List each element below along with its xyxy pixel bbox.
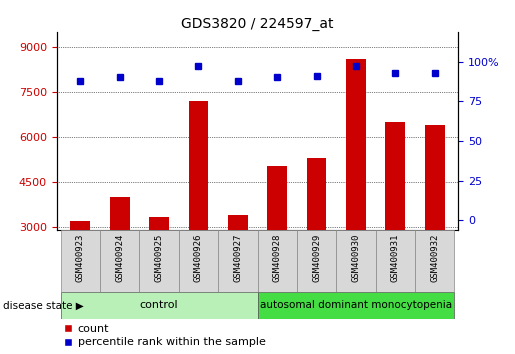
Bar bbox=[61, 292, 258, 319]
Bar bbox=[375, 230, 415, 292]
Bar bbox=[267, 166, 287, 230]
Text: GSM400932: GSM400932 bbox=[430, 233, 439, 281]
Bar bbox=[297, 230, 336, 292]
Text: GSM400925: GSM400925 bbox=[154, 233, 164, 281]
Bar bbox=[110, 197, 129, 230]
Bar bbox=[258, 230, 297, 292]
Title: GDS3820 / 224597_at: GDS3820 / 224597_at bbox=[181, 17, 334, 31]
Text: autosomal dominant monocytopenia: autosomal dominant monocytopenia bbox=[260, 300, 452, 310]
Bar bbox=[307, 158, 327, 230]
Bar bbox=[386, 122, 405, 230]
Text: GSM400931: GSM400931 bbox=[391, 233, 400, 281]
Bar bbox=[346, 59, 366, 230]
Bar bbox=[415, 230, 454, 292]
Bar bbox=[179, 230, 218, 292]
Bar bbox=[336, 230, 375, 292]
Bar bbox=[228, 215, 248, 230]
Bar bbox=[188, 101, 208, 230]
Bar bbox=[100, 230, 140, 292]
Text: GSM400927: GSM400927 bbox=[233, 233, 243, 281]
Text: GSM400924: GSM400924 bbox=[115, 233, 124, 281]
Bar bbox=[61, 230, 100, 292]
Text: GSM400929: GSM400929 bbox=[312, 233, 321, 281]
Text: GSM400926: GSM400926 bbox=[194, 233, 203, 281]
Bar bbox=[258, 292, 454, 319]
Bar bbox=[218, 230, 258, 292]
Bar bbox=[140, 230, 179, 292]
Text: control: control bbox=[140, 300, 178, 310]
Text: GSM400928: GSM400928 bbox=[272, 233, 282, 281]
Bar bbox=[71, 221, 90, 230]
Text: disease state ▶: disease state ▶ bbox=[3, 300, 83, 310]
Legend: count, percentile rank within the sample: count, percentile rank within the sample bbox=[62, 324, 266, 348]
Bar bbox=[425, 125, 444, 230]
Text: GSM400930: GSM400930 bbox=[351, 233, 360, 281]
Bar bbox=[149, 217, 169, 230]
Text: GSM400923: GSM400923 bbox=[76, 233, 85, 281]
